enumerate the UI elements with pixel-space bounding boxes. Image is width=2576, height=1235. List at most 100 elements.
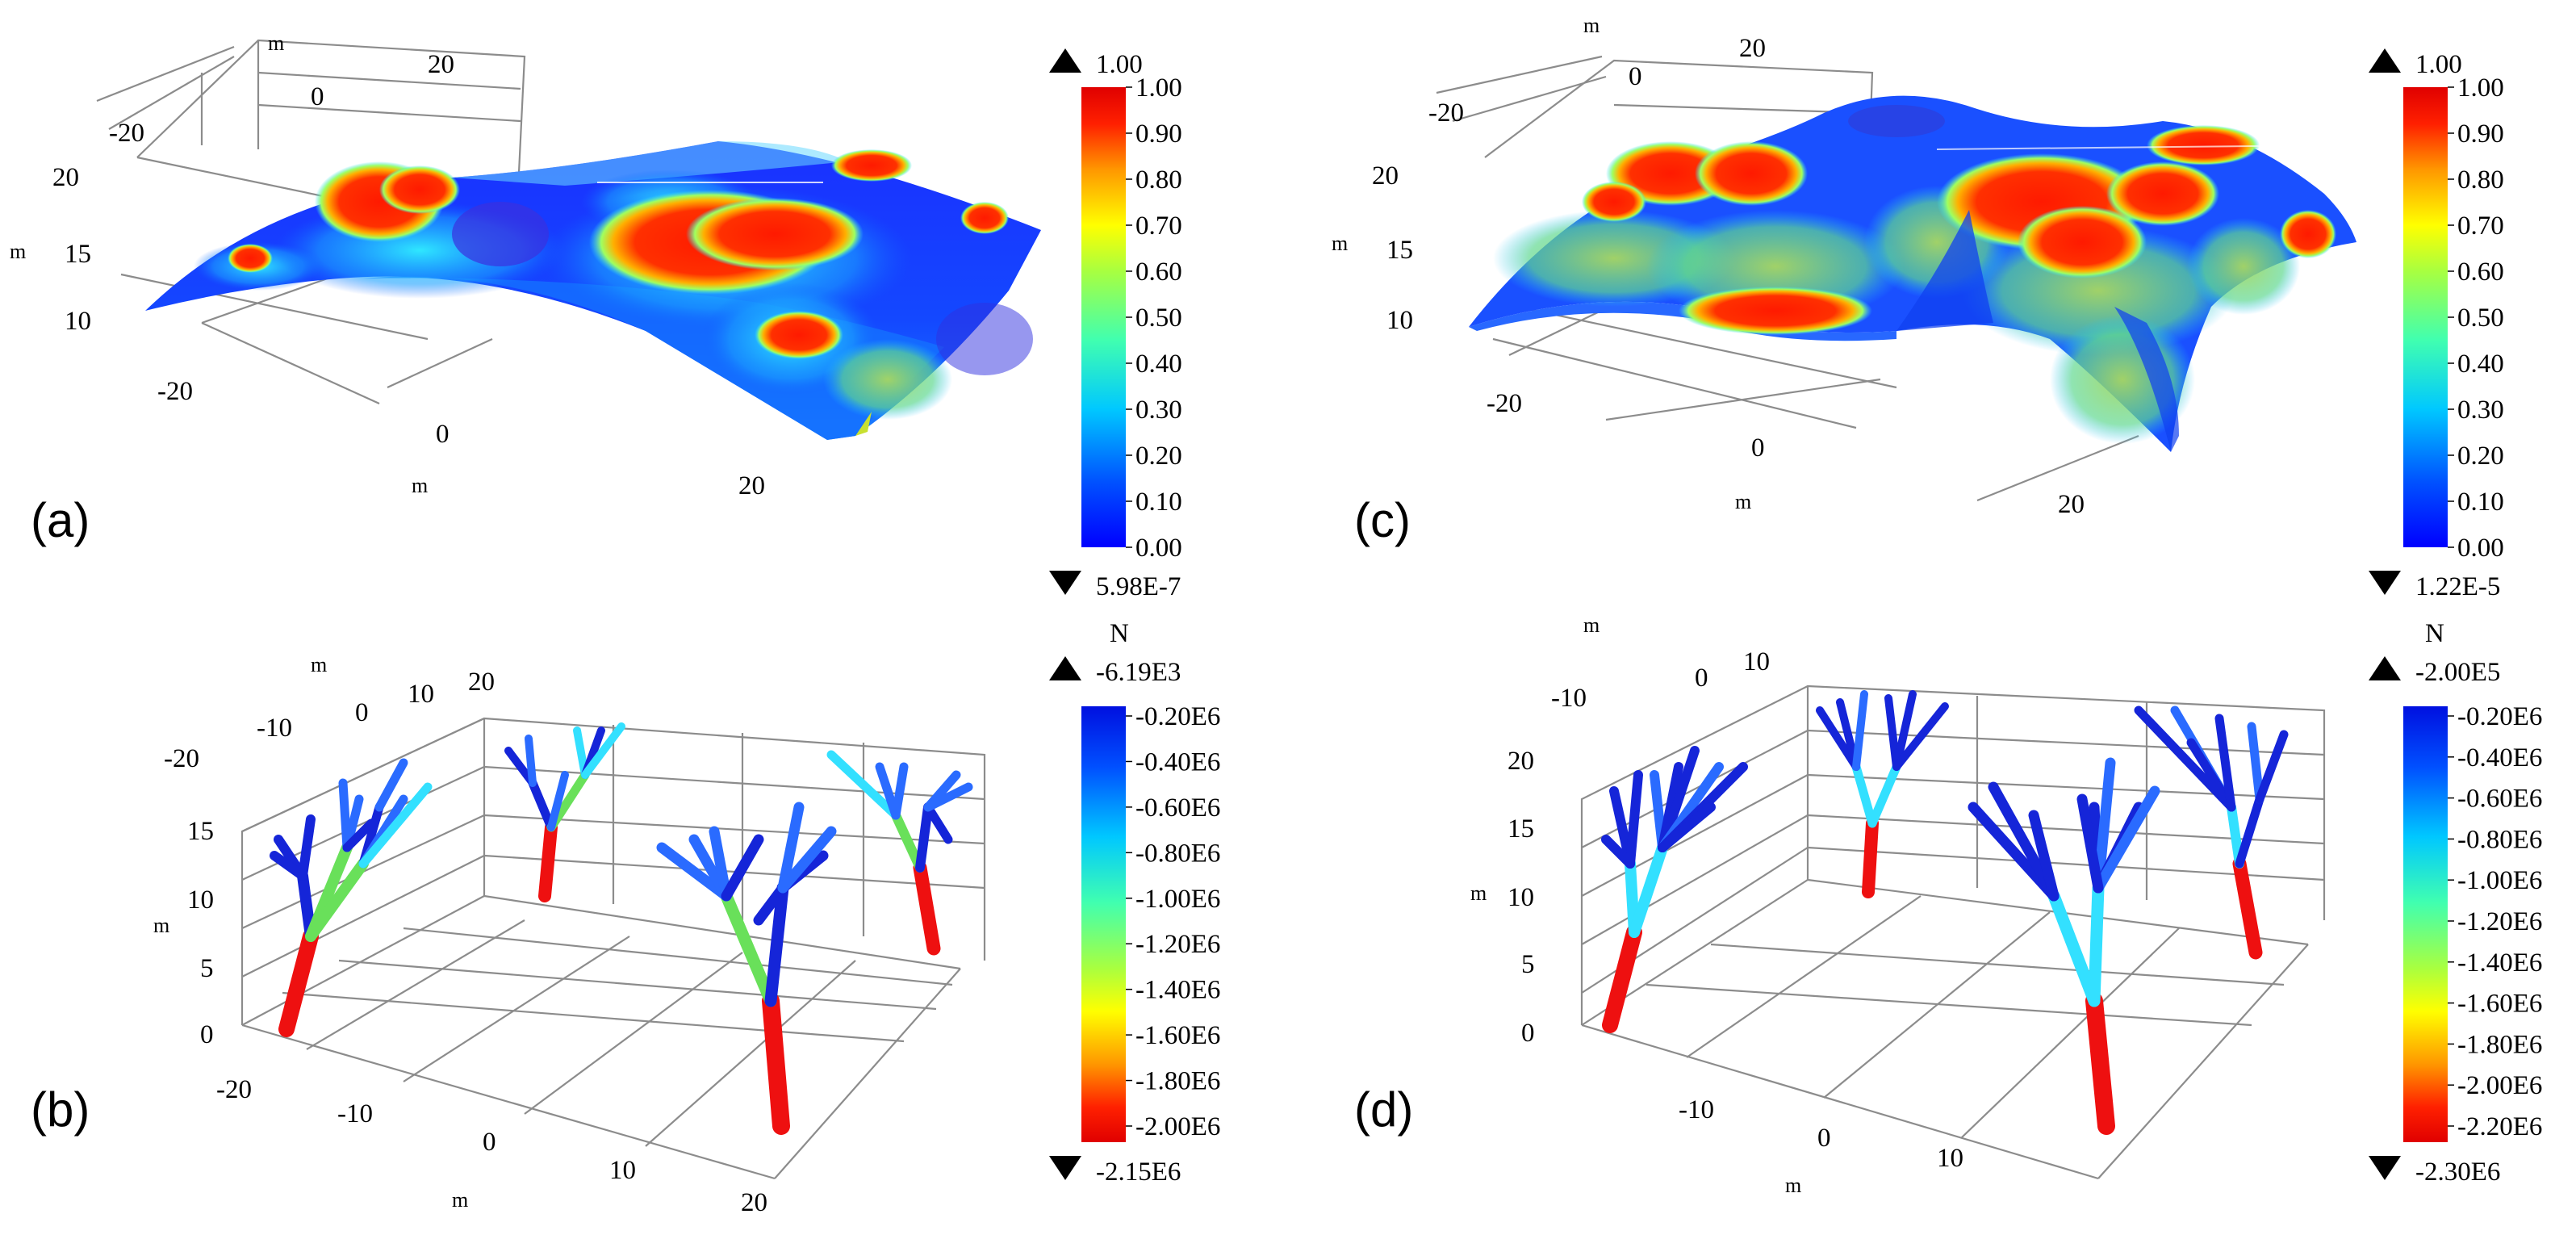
x-tick: -20	[1487, 389, 1522, 418]
panel-a-colorbar: 1.00 1.00 0.90 0.80 0.70 0.60 0.50 0.40 0.30 0.2…	[1049, 48, 1182, 601]
colorbar-max-value: 1.00	[2415, 50, 2462, 79]
z-tick: 0	[200, 1020, 214, 1049]
axis-unit-label: m	[311, 653, 327, 676]
x-tick: 20	[738, 471, 765, 500]
z-tick: 5	[1521, 950, 1535, 979]
colorbar-tick-label: 1.00	[2457, 73, 2504, 103]
colorbar-tick-label: -1.80E6	[1135, 1067, 1220, 1096]
axis-unit-label: m	[268, 31, 284, 55]
colorbar-tick-label: -1.20E6	[1135, 930, 1220, 959]
colorbar-max-value: -2.00E5	[2415, 658, 2500, 687]
z-tick: 20	[1508, 747, 1534, 776]
y-tick: 20	[1739, 34, 1766, 63]
x-tick: -20	[157, 377, 193, 406]
colorbar-tick-label: 0.60	[1135, 257, 1182, 287]
z-tick: 10	[1508, 883, 1534, 912]
colorbar-gradient	[2403, 87, 2448, 547]
z-tick: 10	[1386, 306, 1413, 335]
y-tick: 10	[1743, 647, 1770, 676]
z-tick: 10	[65, 307, 91, 336]
colorbar-tick-label: 0.80	[2457, 165, 2504, 195]
panel-c-axis-labels: m 0 20 -20 20 m 15 10 -20 0 m 20	[1332, 14, 2085, 519]
x-tick: 20	[2058, 490, 2085, 519]
colorbar-min-value: 5.98E-7	[1096, 572, 1181, 601]
colorbar-tick-label: 0.20	[2457, 442, 2504, 471]
colorbar-max-value: -6.19E3	[1096, 658, 1181, 687]
colorbar-gradient	[2403, 706, 2448, 1142]
colorbar-tick-label: -0.20E6	[1135, 702, 1220, 731]
axis-unit-label: m	[1735, 490, 1751, 513]
axis-unit-label: m	[1583, 14, 1600, 37]
panel-label-c: (c)	[1354, 493, 1411, 547]
colorbar-tick-label: -2.00E6	[2457, 1071, 2542, 1100]
colorbar-tick-label: -1.40E6	[1135, 976, 1220, 1005]
colorbar-ticks: 1.00 0.90 0.80 0.70 0.60 0.50 0.40 0.30 0.20 0.10…	[1126, 73, 1182, 563]
axis-unit-label: m	[452, 1188, 468, 1212]
x-tick: 0	[483, 1128, 496, 1157]
y-tick: 20	[428, 50, 454, 79]
colorbar-min-value: -2.30E6	[2415, 1158, 2500, 1187]
x-tick: -20	[216, 1075, 252, 1104]
colorbar-tick-label: 0.10	[1135, 488, 1182, 517]
colorbar-tick-label: -2.00E6	[1135, 1112, 1220, 1141]
colorbar-min-arrow	[1049, 1156, 1081, 1180]
colorbar-tick-label: -0.40E6	[1135, 747, 1220, 777]
colorbar-max-arrow	[1049, 656, 1081, 680]
colorbar-tick-label: -0.60E6	[1135, 793, 1220, 823]
panel-c: m 0 20 -20 20 m 15 10 -20 0 m 20 (c) 1.0…	[1332, 14, 2504, 601]
colorbar-min-arrow	[2369, 571, 2401, 595]
panel-b-columns	[270, 722, 973, 1135]
y-tick: -20	[1428, 98, 1464, 128]
panel-c-shell-surface	[1469, 95, 2356, 452]
panel-c-colorbar: 1.00 1.00 0.90 0.80 0.70 0.60 0.50 0.40 0.30 0.2…	[2369, 48, 2504, 601]
colorbar-tick-label: -1.40E6	[2457, 948, 2542, 978]
z-tick: 5	[200, 954, 214, 983]
axis-unit-label: m	[153, 914, 169, 937]
y-tick: 0	[1695, 664, 1708, 693]
panel-label-d: (d)	[1354, 1082, 1413, 1137]
panel-b-axis-labels: m -10 0 10 20 -20 15 10 m 5 0 -20 -10 0 …	[153, 653, 767, 1217]
panel-a-shell-surface	[145, 141, 1041, 440]
colorbar-tick-label: -1.60E6	[1135, 1021, 1220, 1050]
colorbar-tick-label: 0.50	[1135, 304, 1182, 333]
z-tick: 15	[1508, 814, 1534, 844]
colorbar-tick-label: 0.40	[1135, 350, 1182, 379]
panel-d-axis-labels: m -10 0 10 20 15 10 m 5 0 -10 0 10 m	[1470, 613, 1963, 1197]
y-tick: 0	[1629, 62, 1642, 91]
y-tick: 0	[355, 698, 369, 727]
axis-unit-label: m	[1583, 613, 1600, 637]
colorbar-tick-label: 0.90	[2457, 119, 2504, 149]
colorbar-tick-label: -0.20E6	[2457, 702, 2542, 731]
colorbar-tick-label: -1.80E6	[2457, 1030, 2542, 1059]
colorbar-tick-label: 0.70	[1135, 211, 1182, 241]
colorbar-tick-label: -0.40E6	[2457, 743, 2542, 772]
panel-d-colorbar: N -2.00E5 -0.20E6 -0.40E6 -0.60E6 -0.80E6 -1…	[2369, 619, 2542, 1187]
z-tick: 20	[52, 163, 79, 192]
panel-b: m -10 0 10 20 -20 15 10 m 5 0 -20 -10 0 …	[31, 619, 1220, 1217]
colorbar-tick-label: 0.00	[2457, 534, 2504, 563]
x-tick: 0	[1817, 1124, 1831, 1153]
colorbar-tick-label: 0.70	[2457, 211, 2504, 241]
colorbar-tick-label: -0.80E6	[2457, 825, 2542, 854]
y-tick: -20	[109, 119, 144, 148]
colorbar-tick-label: 0.50	[2457, 304, 2504, 333]
x-tick: 0	[436, 420, 450, 449]
y-tick: 10	[408, 680, 434, 709]
colorbar-tick-label: 0.00	[1135, 534, 1182, 563]
colorbar-tick-label: 0.40	[2457, 350, 2504, 379]
colorbar-min-value: 1.22E-5	[2415, 572, 2500, 601]
colorbar-max-arrow	[2369, 656, 2401, 680]
panel-label-a: (a)	[31, 493, 90, 547]
y-tick: 20	[468, 668, 495, 697]
x-tick: 20	[741, 1188, 767, 1217]
panel-a-gridbox	[96, 39, 526, 405]
colorbar-min-value: -2.15E6	[1096, 1158, 1181, 1187]
z-tick: 15	[65, 240, 91, 269]
z-tick: 15	[187, 817, 214, 846]
x-tick: -10	[337, 1099, 373, 1128]
z-tick: 20	[1372, 161, 1399, 190]
z-tick: 0	[1521, 1019, 1535, 1048]
axis-unit-label: m	[1470, 881, 1487, 905]
colorbar-tick-label: 0.20	[1135, 442, 1182, 471]
